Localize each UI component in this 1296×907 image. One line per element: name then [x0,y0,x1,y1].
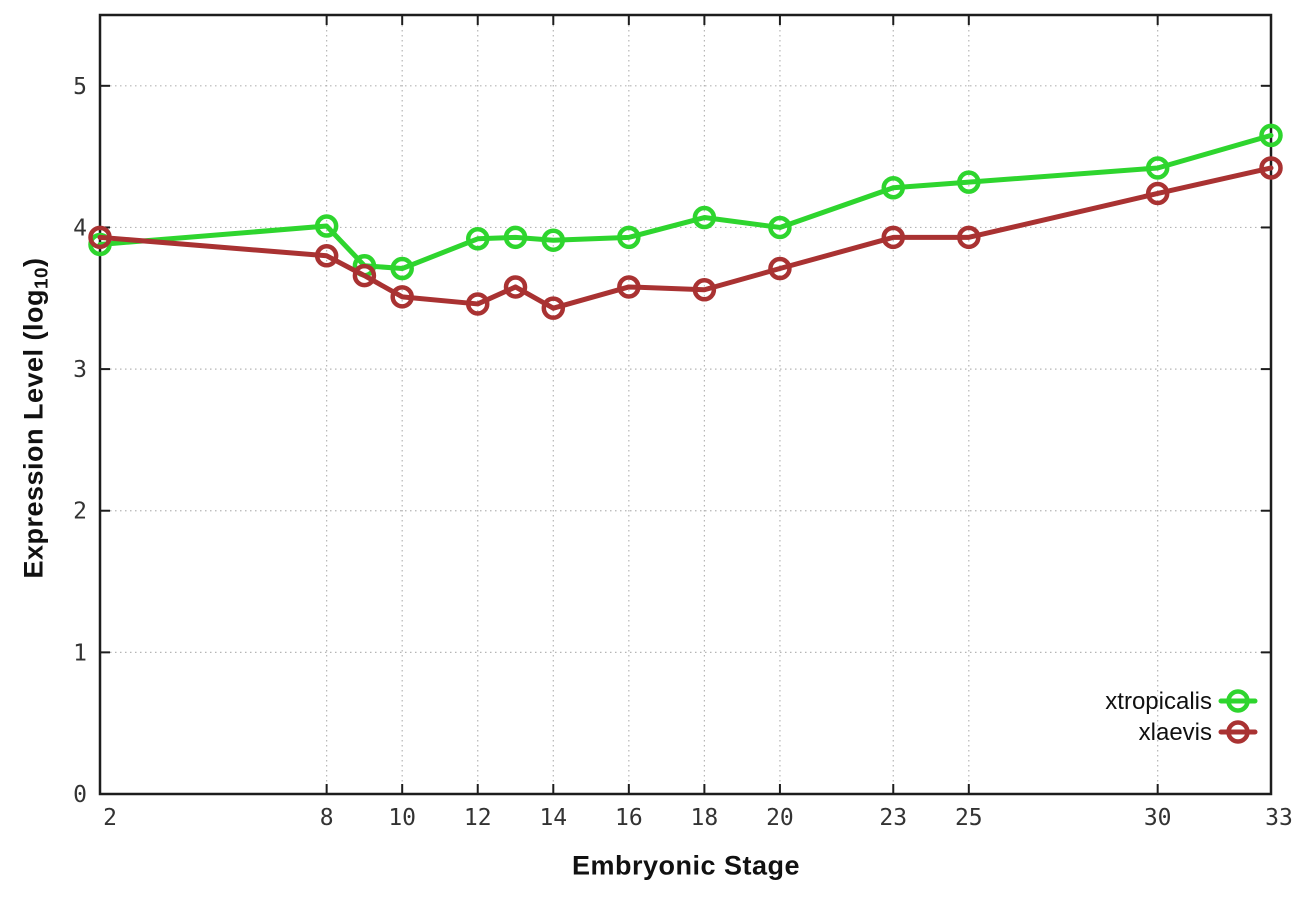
data-point-xlaevis [1259,156,1283,180]
y-tick-label: 0 [73,782,87,808]
data-point-xtropicalis [617,225,641,250]
x-axis-title-text: Embryonic Stage [571,850,801,881]
data-point-xtropicalis [465,227,490,251]
x-tick-label: 18 [691,805,719,831]
data-point-xtropicalis [1145,156,1170,180]
x-tick-label: 10 [388,805,416,831]
y-tick-label: 1 [73,640,87,666]
x-tick-label: 8 [320,805,334,831]
y-tick-label: 5 [73,74,87,100]
data-point-xtropicalis [503,225,528,250]
data-point-xtropicalis [541,228,566,252]
series-line-xtropicalis [97,132,1274,272]
data-point-xtropicalis [881,176,906,200]
y-tick-label: 2 [73,499,87,525]
x-tick-label: 30 [1144,805,1172,831]
data-point-xlaevis [881,225,906,250]
legend-label-xlaevis: xlaevis [1139,719,1212,746]
data-point-xlaevis [768,256,792,281]
data-point-xlaevis [692,278,717,302]
y-axis-title-subscript: 10 [31,266,53,289]
legend-label-xtropicalis: xtropicalis [1105,688,1212,715]
series-line-xlaevis [97,165,1274,311]
x-tick-label: 12 [464,805,492,831]
data-point-xlaevis [88,225,112,250]
y-tick-label: 3 [73,357,87,383]
data-point-xlaevis [314,244,339,268]
y-tick-label: 4 [73,215,87,241]
data-point-xlaevis [957,225,981,250]
data-point-xlaevis [390,285,414,309]
y-axis-title-prefix: Expression Level (log [18,288,49,579]
plot-border [98,13,1273,796]
x-tick-label: 23 [879,805,907,831]
data-point-xlaevis [465,292,490,316]
x-tick-label: 2 [103,805,117,831]
x-tick-label: 14 [539,805,567,831]
data-point-xtropicalis [1259,123,1283,148]
legend-marker-xlaevis [1226,720,1250,744]
y-axis-title: Expression Level (log10) [18,257,53,579]
x-tick-label: 33 [1265,805,1293,831]
data-point-xtropicalis [692,205,717,230]
data-point-xlaevis [1145,181,1170,206]
x-tick-label: 16 [615,805,643,831]
x-tick-label: 25 [955,805,983,831]
y-axis-title-suffix: ) [18,257,49,267]
data-point-xlaevis [352,263,377,288]
data-point-xtropicalis [957,170,981,194]
data-point-xtropicalis [768,215,792,240]
legend-marker-xtropicalis [1226,689,1250,713]
x-axis-title: Embryonic Stage [572,851,800,882]
x-tick-label: 20 [766,805,794,831]
data-point-xlaevis [503,275,528,299]
data-point-xtropicalis [390,256,414,281]
data-point-xlaevis [617,275,641,299]
data-point-xtropicalis [314,214,339,238]
data-point-xlaevis [541,296,566,320]
